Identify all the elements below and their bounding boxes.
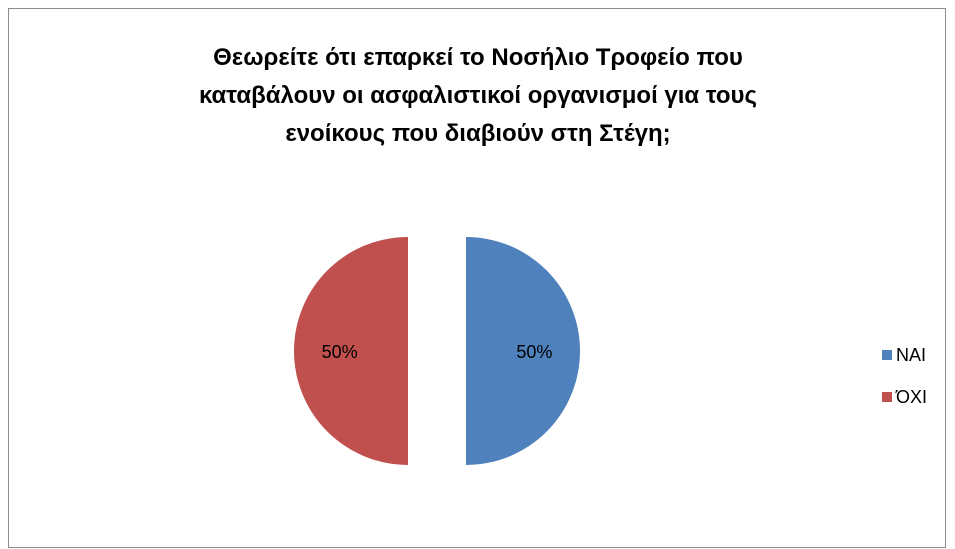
chart-title-line-3: ενοίκους που διαβιούν στη Στέγη;: [285, 120, 671, 147]
legend-label-oxi: ΌΧΙ: [896, 387, 927, 407]
chart-title-line-2: καταβάλουν οι ασφαλιστικοί οργανισμοί γι…: [198, 82, 758, 109]
legend-item-nai: ΝΑΙ: [882, 345, 926, 365]
pie-chart: 50% 50%: [294, 237, 580, 465]
chart-title-line-1: Θεωρείτε ότι επαρκεί το Νοσήλιο Τροφείο …: [213, 44, 743, 71]
legend-swatch-oxi: [882, 392, 892, 402]
chart-area: Θεωρείτε ότι επαρκεί το Νοσήλιο Τροφείο …: [8, 8, 946, 548]
data-label-nai: 50%: [516, 342, 552, 362]
legend-label-nai: ΝΑΙ: [896, 345, 927, 365]
legend-swatch-nai: [882, 350, 892, 360]
pie-slice-nai: [466, 237, 580, 465]
chart-title: Θεωρείτε ότι επαρκεί το Νοσήλιο Τροφείο …: [9, 39, 947, 153]
data-label-oxi: 50%: [322, 342, 358, 362]
legend-item-oxi: ΌΧΙ: [882, 387, 927, 407]
pie-slice-oxi: [294, 237, 408, 465]
